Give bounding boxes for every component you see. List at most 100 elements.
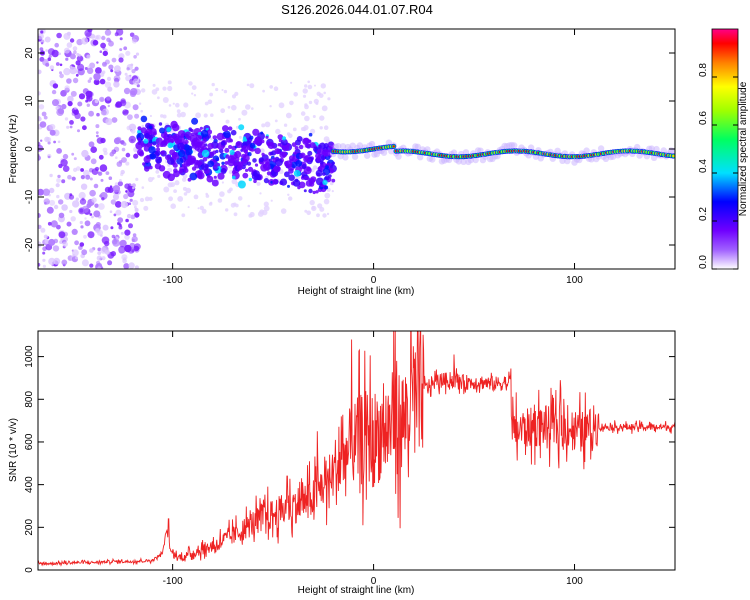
spectrogram-noise-mark	[110, 226, 114, 230]
spectrogram-band-core	[392, 145, 395, 148]
spectrogram-noise-mark	[48, 54, 52, 58]
spectrogram-noise-mark	[99, 164, 108, 172]
spectrogram-noise-mark	[40, 139, 43, 142]
spectrogram-noise-mark	[118, 247, 125, 254]
spectrogram-haze-mark	[155, 87, 160, 92]
spectrogram-haze-mark	[168, 104, 172, 107]
spectrogram-noise-mark	[97, 251, 102, 256]
spectrogram-onset-mark	[211, 179, 219, 187]
spectrogram-noise-mark	[134, 212, 140, 218]
spectrogram-haze-mark	[210, 113, 214, 117]
spectrogram-noise-mark	[125, 152, 131, 158]
spectrogram-onset-mark	[293, 151, 297, 155]
spectrogram-onset-mark	[247, 166, 254, 172]
spectrogram-noise-mark	[73, 50, 77, 54]
spectrogram-haze-mark	[304, 84, 308, 88]
spectrogram-noise-mark	[87, 79, 92, 83]
spectrogram-noise-mark	[61, 259, 68, 266]
spectrogram-noise-mark	[43, 198, 50, 205]
spectrogram-haze-mark	[249, 211, 255, 218]
spectrogram-onset-mark	[170, 120, 178, 129]
spectrogram-onset-mark	[305, 180, 313, 187]
spectrogram-haze-mark	[245, 104, 251, 110]
spectrogram-onset-mark	[155, 137, 163, 145]
spectrogram-noise-mark	[42, 188, 50, 196]
spectrogram-band-halo	[460, 158, 467, 165]
spectrogram-onset-mark	[279, 178, 288, 186]
spectrogram-onset-mark	[266, 171, 271, 176]
spectrogram-haze-mark	[323, 198, 330, 205]
spectrogram-band-halo	[339, 143, 347, 150]
spectrogram-haze-mark	[215, 87, 219, 92]
spectrogram-noise-mark	[119, 37, 123, 41]
spectrogram-onset-mark	[212, 164, 218, 170]
spectrogram-noise-mark	[89, 62, 96, 69]
spectrogram-haze-mark	[221, 181, 224, 184]
spectrogram-onset-mark	[189, 172, 198, 181]
spectrogram-noise-mark	[81, 259, 89, 267]
spectrogram-noise-mark	[85, 99, 89, 103]
spectrogram-onset-mark	[222, 125, 229, 132]
spectrogram-onset-mark	[301, 164, 307, 169]
spectrogram-band-halo	[467, 156, 474, 164]
spectrogram-onset-mark	[234, 150, 242, 159]
spectrogram-haze-mark	[141, 186, 145, 189]
spectrogram-onset-mark	[237, 180, 246, 189]
spectrogram-noise-mark	[55, 62, 60, 66]
spectrogram-onset-mark	[281, 151, 288, 158]
spectrogram-onset-mark	[158, 165, 166, 172]
spectrogram-onset-mark	[328, 174, 332, 178]
spectrogram-band-halo	[364, 152, 371, 159]
spectrogram-noise-mark	[67, 174, 72, 180]
spectrogram-noise-mark	[109, 210, 113, 213]
spectrogram-noise-mark	[95, 67, 102, 74]
snr-y-tick-label: 600	[24, 433, 35, 450]
spectrogram-noise-mark	[96, 34, 101, 40]
spectrogram-noise-mark	[47, 57, 52, 61]
spectrogram-noise-mark	[97, 171, 103, 176]
spectrogram-haze-mark	[300, 111, 306, 116]
spectrogram-onset-mark	[235, 141, 243, 149]
spectrogram-noise-mark	[67, 101, 73, 107]
snr-frame	[37, 330, 676, 571]
spectrogram-onset-mark	[272, 178, 279, 185]
spectrogram-haze-mark	[132, 186, 135, 190]
spectrogram-noise-mark	[67, 95, 74, 103]
spectrogram-haze-mark	[177, 196, 184, 202]
spectrogram-onset-mark	[252, 170, 260, 178]
spectrogram-noise-mark	[101, 35, 106, 41]
spectrogram-noise-mark	[54, 42, 59, 48]
spectrogram-haze-mark	[193, 194, 199, 200]
spectrogram-haze-mark	[139, 197, 145, 203]
spectrogram-band-halo	[417, 154, 424, 161]
spectrogram-band-halo	[356, 142, 364, 149]
spectrogram-haze-mark	[269, 85, 274, 89]
spectrogram-noise-mark	[58, 52, 61, 56]
spectrogram-haze-mark	[183, 102, 189, 108]
spectrogram-noise-mark	[39, 47, 44, 51]
spectrogram-onset-mark	[148, 146, 156, 154]
spectrogram-haze-mark	[314, 84, 316, 87]
spectrogram-noise-mark	[79, 208, 84, 213]
spectrogram-onset-mark	[298, 181, 306, 189]
spectrogram-noise-mark	[48, 238, 56, 246]
spectrogram-haze-mark	[238, 135, 242, 139]
spectrogram-noise-mark	[61, 179, 66, 184]
spectrogram-onset-mark	[190, 157, 196, 163]
spectrogram-haze-mark	[167, 85, 173, 92]
spectrogram-onset-mark	[177, 149, 186, 158]
spectrogram-haze-mark	[247, 204, 251, 208]
spectrogram-noise-mark	[62, 165, 70, 172]
spectrogram-noise-mark	[49, 65, 55, 70]
spectrogram-y-tick-label: 0	[24, 146, 35, 152]
spectrogram-noise-mark	[113, 75, 121, 82]
spectrogram-haze-mark	[199, 205, 204, 211]
spectrogram-onset-mark	[323, 143, 329, 149]
spectrogram-onset-mark	[236, 164, 243, 171]
spectrogram-noise-mark	[122, 142, 127, 146]
spectrogram-noise-mark	[113, 81, 120, 88]
spectrogram-noise-mark	[80, 183, 88, 190]
spectrogram-onset-mark	[277, 134, 284, 140]
